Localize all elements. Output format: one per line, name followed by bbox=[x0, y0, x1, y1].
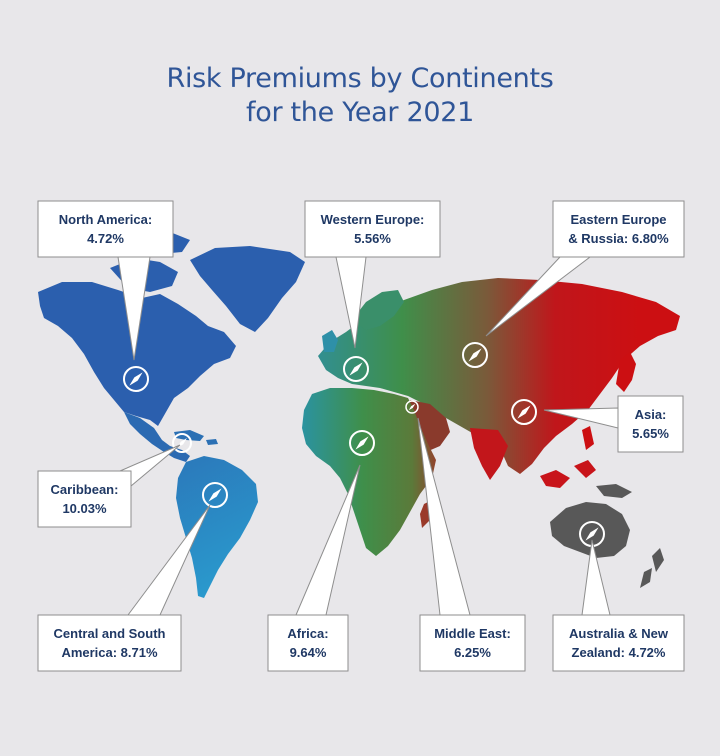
new-guinea-shape bbox=[596, 484, 632, 498]
north-america-callout bbox=[37, 200, 174, 361]
central-south-america-compass-icon bbox=[202, 482, 228, 508]
title-line-2: for the Year 2021 bbox=[246, 97, 474, 128]
title-line-1: Risk Premiums by Continents bbox=[166, 63, 554, 94]
asia-compass-icon bbox=[511, 399, 537, 425]
south-america-shape bbox=[176, 456, 258, 598]
asia-callout bbox=[543, 395, 684, 453]
western-europe-callout bbox=[304, 200, 441, 349]
caribbean-callout bbox=[37, 444, 181, 528]
greenland-shape bbox=[190, 246, 305, 332]
scandinavia-shape bbox=[352, 290, 404, 330]
new-zealand-shape bbox=[652, 548, 664, 572]
page-title: Risk Premiums by Continents for the Year… bbox=[0, 62, 720, 130]
north-america-compass-icon bbox=[123, 366, 149, 392]
africa-callout bbox=[267, 464, 361, 672]
caribbean-islands-shape-2 bbox=[206, 439, 218, 445]
japan-shape bbox=[616, 352, 636, 392]
western-europe-compass-icon bbox=[343, 356, 369, 382]
british-isles-shape bbox=[322, 330, 338, 352]
eurasia-shape bbox=[318, 278, 680, 474]
central-south-america-callout bbox=[37, 504, 211, 672]
se-asia-islands-shape-2 bbox=[574, 460, 596, 478]
new-zealand-shape-2 bbox=[640, 568, 652, 588]
north-america-shape bbox=[38, 282, 236, 426]
australia-new-zealand-callout bbox=[552, 539, 685, 672]
caribbean-islands-shape bbox=[174, 430, 204, 441]
middle-east-compass-icon bbox=[405, 400, 419, 414]
australia-shape bbox=[550, 502, 630, 558]
eastern-europe-russia-compass-icon bbox=[462, 342, 488, 368]
india-shape bbox=[470, 428, 508, 480]
philippines-shape bbox=[582, 426, 594, 450]
se-asia-islands-shape bbox=[540, 470, 570, 488]
africa-shape bbox=[302, 388, 436, 556]
africa-compass-icon bbox=[349, 430, 375, 456]
middle-east-callout bbox=[417, 417, 526, 672]
eastern-europe-russia-callout bbox=[485, 200, 685, 337]
